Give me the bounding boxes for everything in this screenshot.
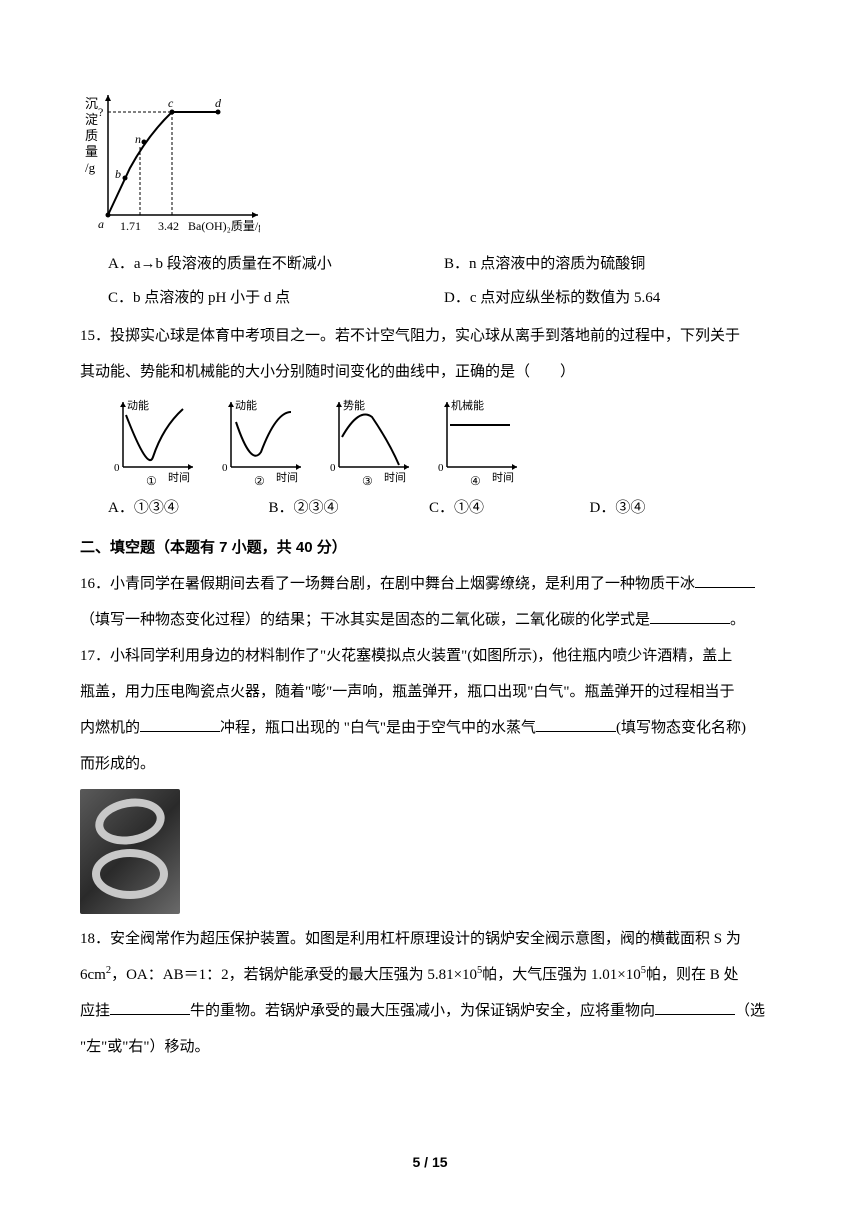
q14-option-d: D．c 点对应纵坐标的数值为 5.64 <box>444 281 780 315</box>
svg-text:时间: 时间 <box>168 471 190 484</box>
svg-text:①: ① <box>146 474 157 487</box>
blank <box>110 1000 190 1015</box>
mini-chart-1: 动能 时间 0 ① <box>108 397 198 487</box>
svg-text:0: 0 <box>330 462 336 474</box>
q18-line2: 6cm2，OA：AB＝1：2，若锅炉能承受的最大压强为 5.81×105帕，大气… <box>80 960 780 990</box>
q16-line1: 16．小青同学在暑假期间去看了一场舞台剧，在剧中舞台上烟雾缭绕，是利用了一种物质… <box>80 569 780 599</box>
section-2-heading: 二、填空题（本题有 7 小题，共 40 分） <box>80 533 780 563</box>
q15-option-c: C．①④ <box>429 493 590 523</box>
svg-text:c: c <box>168 96 174 110</box>
svg-text:时间: 时间 <box>492 471 514 484</box>
svg-text:沉: 沉 <box>85 96 98 111</box>
svg-text:淀: 淀 <box>85 112 98 127</box>
svg-text:b: b <box>115 167 121 181</box>
svg-text:?: ? <box>98 105 103 119</box>
blank <box>536 717 616 732</box>
svg-text:时间: 时间 <box>276 471 298 484</box>
svg-text:④: ④ <box>470 474 481 487</box>
q18-line1: 18．安全阀常作为超压保护装置。如图是利用杠杆原理设计的锅炉安全阀示意图，阀的横… <box>80 924 780 954</box>
q17-photo <box>80 789 180 914</box>
q14-chart: 沉 淀 质 量 /g a b n c d ? 1.71 3.42 Ba(OH)₂… <box>80 90 260 235</box>
q15-options: A．①③④ B．②③④ C．①④ D．③④ <box>108 493 780 523</box>
q15-option-d: D．③④ <box>590 493 751 523</box>
svg-text:a: a <box>98 217 104 231</box>
blank <box>650 609 730 624</box>
q17-line4: 而形成的。 <box>80 749 780 779</box>
svg-text:动能: 动能 <box>127 398 149 412</box>
svg-text:0: 0 <box>114 462 120 474</box>
q15-option-b: B．②③④ <box>269 493 430 523</box>
svg-text:0: 0 <box>438 462 444 474</box>
q14-option-c: C．b 点溶液的 pH 小于 d 点 <box>108 281 444 315</box>
svg-text:Ba(OH)₂质量/g: Ba(OH)₂质量/g <box>188 219 260 233</box>
svg-text:机械能: 机械能 <box>451 398 484 412</box>
q18-line4: "左"或"右"）移动。 <box>80 1032 780 1062</box>
svg-text:质: 质 <box>85 128 98 143</box>
svg-text:/g: /g <box>85 160 96 175</box>
mini-chart-3: 势能 时间 0 ③ <box>324 397 414 487</box>
svg-text:时间: 时间 <box>384 471 406 484</box>
q15-mini-charts: 动能 时间 0 ① 动能 时间 0 ② 势能 时间 0 <box>108 397 780 487</box>
q14-options: A．a→b 段溶液的质量在不断减小 B．n 点溶液中的溶质为硫酸铜 C．b 点溶… <box>108 247 780 315</box>
page-footer: 5 / 15 <box>0 1148 860 1176</box>
q17-line2: 瓶盖，用力压电陶瓷点火器，随着"嘭"一声响，瓶盖弹开，瓶口出现"白气"。瓶盖弹开… <box>80 677 780 707</box>
q15-option-a: A．①③④ <box>108 493 269 523</box>
q15-line1: 15．投掷实心球是体育中考项目之一。若不计空气阻力，实心球从离手到落地前的过程中… <box>80 321 780 351</box>
svg-text:0: 0 <box>222 462 228 474</box>
q18-line3: 应挂牛的重物。若锅炉承受的最大压强减小，为保证锅炉安全，应将重物向（选 <box>80 996 780 1026</box>
blank <box>140 717 220 732</box>
svg-text:②: ② <box>254 474 265 487</box>
svg-text:n: n <box>135 132 141 146</box>
blank <box>695 573 755 588</box>
mini-chart-2: 动能 时间 0 ② <box>216 397 306 487</box>
svg-text:③: ③ <box>362 474 373 487</box>
blank <box>655 1000 735 1015</box>
q15-line2: 其动能、势能和机械能的大小分别随时间变化的曲线中，正确的是（ ） <box>80 357 780 387</box>
svg-text:势能: 势能 <box>343 398 365 412</box>
q17-line1: 17．小科同学利用身边的材料制作了"火花塞模拟点火装置"(如图所示)，他往瓶内喷… <box>80 641 780 671</box>
svg-text:量: 量 <box>85 144 98 159</box>
svg-text:动能: 动能 <box>235 398 257 412</box>
svg-text:3.42: 3.42 <box>158 219 179 233</box>
q14-option-b: B．n 点溶液中的溶质为硫酸铜 <box>444 247 780 281</box>
q17-line3: 内燃机的冲程，瓶口出现的 "白气"是由于空气中的水蒸气(填写物态变化名称) <box>80 713 780 743</box>
svg-text:1.71: 1.71 <box>120 219 141 233</box>
q14-option-a: A．a→b 段溶液的质量在不断减小 <box>108 247 444 281</box>
svg-text:d: d <box>215 96 222 110</box>
mini-chart-4: 机械能 时间 0 ④ <box>432 397 522 487</box>
q16-line2: （填写一种物态变化过程）的结果；干冰其实是固态的二氧化碳，二氧化碳的化学式是。 <box>80 605 780 635</box>
